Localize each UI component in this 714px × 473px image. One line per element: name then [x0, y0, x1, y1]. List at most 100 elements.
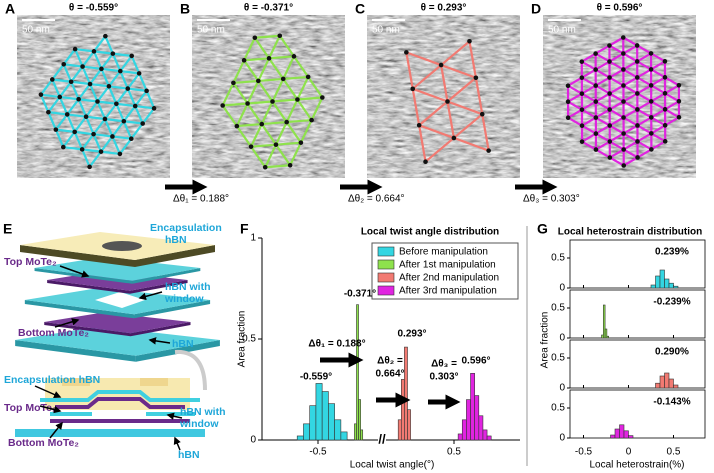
hist-bar — [461, 419, 467, 441]
hist-bar — [614, 428, 620, 439]
lattice-bond — [595, 140, 611, 151]
lattice-bond — [89, 68, 103, 85]
lattice-bond — [418, 124, 455, 139]
lattice-bond — [608, 52, 624, 63]
lattice-bond — [85, 115, 106, 121]
lattice-bond — [268, 57, 285, 80]
chart-title: Local twist angle distribution — [361, 227, 499, 238]
x-tick-label: 0.5 — [667, 447, 681, 458]
lattice-node — [621, 115, 626, 120]
lattice-bond — [650, 68, 666, 79]
lattice-node — [607, 155, 613, 160]
lattice-bond — [85, 116, 95, 135]
lattice-node — [634, 43, 640, 48]
lattice-bond — [418, 125, 427, 162]
lattice-bond — [81, 148, 91, 168]
lattice-node — [579, 59, 585, 64]
lattice-bond — [92, 118, 106, 135]
lattice-bond — [51, 63, 65, 81]
bracket — [174, 349, 207, 391]
lattice-node — [46, 109, 51, 115]
lattice-node — [662, 91, 668, 96]
step-label: Δθ₂ = 0.664° — [348, 194, 405, 205]
lattice-bond — [96, 85, 110, 103]
lattice-node — [309, 117, 314, 123]
lattice-bond — [622, 44, 638, 55]
lattice-bond — [122, 120, 133, 140]
panel-label: D — [531, 1, 541, 17]
window — [95, 292, 145, 308]
lattice-bond — [609, 84, 624, 95]
panel-title: θ = 0.293° — [421, 3, 467, 14]
lattice-bond — [636, 124, 652, 135]
lattice-node — [98, 149, 104, 154]
pointer — [54, 318, 80, 328]
lattice-bond — [595, 124, 611, 135]
lattice-bond — [310, 97, 324, 121]
step-annotation: 0.303° — [429, 372, 458, 383]
lattice-bond — [260, 101, 274, 125]
lattice-bond — [126, 72, 141, 90]
lattice-bond — [636, 60, 652, 71]
lattice-node — [72, 46, 78, 52]
lattice-bond — [411, 88, 421, 126]
lattice-node — [231, 80, 236, 86]
lattice-bond — [567, 92, 583, 103]
lattice-bond — [609, 108, 625, 119]
lattice-bond — [622, 68, 638, 79]
lattice-bond — [92, 50, 103, 70]
lattice-node — [110, 51, 116, 56]
lattice-node — [634, 75, 640, 80]
bottom-hbn-side — [15, 340, 136, 362]
lattice-bond — [650, 116, 666, 127]
lattice-node — [50, 77, 55, 82]
legend-box — [371, 242, 519, 300]
lattice-bond — [650, 52, 666, 63]
hist-bar — [659, 375, 665, 389]
lattice-node — [291, 54, 297, 59]
lattice-node — [621, 51, 626, 56]
lattice-bond — [70, 65, 84, 83]
lattice-bond — [244, 57, 270, 62]
lattice-bond — [100, 68, 110, 87]
lattice-bond — [636, 68, 652, 79]
lattice-bond — [93, 35, 107, 53]
lattice-node — [607, 123, 613, 128]
pointer — [166, 412, 183, 420]
lattice-node — [621, 99, 626, 104]
y-tick-label: 0.5 — [551, 353, 565, 364]
lattice-bond — [581, 76, 597, 87]
lattice-bond — [424, 137, 455, 163]
hist-bar — [296, 435, 304, 441]
lattice-node — [593, 115, 599, 120]
label: Top MoTe₂ — [4, 402, 57, 414]
lattice-bond — [278, 35, 295, 57]
stm-image — [367, 15, 520, 178]
lattice-bond — [293, 55, 310, 78]
lattice-bond — [453, 113, 483, 139]
lattice-node — [621, 131, 626, 136]
lattice-bond — [59, 95, 79, 101]
lattice-node — [579, 123, 585, 128]
lattice-bond — [446, 101, 455, 139]
lattice-bond — [92, 133, 103, 153]
step-label: Δθ₃ = 0.303° — [523, 194, 580, 205]
lattice-bond — [97, 100, 117, 105]
lattice-node — [648, 67, 654, 72]
lattice-bond — [412, 87, 448, 103]
lattice-bond — [111, 120, 125, 138]
lattice-node — [662, 75, 668, 80]
panel-title: θ = -0.371° — [244, 3, 293, 14]
lattice-node — [57, 94, 63, 100]
lattice-bond — [581, 116, 597, 127]
hist-bar — [655, 275, 661, 289]
lattice-node — [151, 106, 157, 111]
stm-noise — [367, 15, 520, 178]
lattice-bond — [581, 140, 597, 151]
stm-image — [192, 15, 345, 178]
step-label: Δθ₁ = 0.188° — [173, 194, 229, 205]
annotation: 0.239% — [655, 247, 689, 258]
x-axis-label: Local heterostrain(%) — [589, 460, 684, 471]
lattice-bond — [63, 63, 83, 68]
